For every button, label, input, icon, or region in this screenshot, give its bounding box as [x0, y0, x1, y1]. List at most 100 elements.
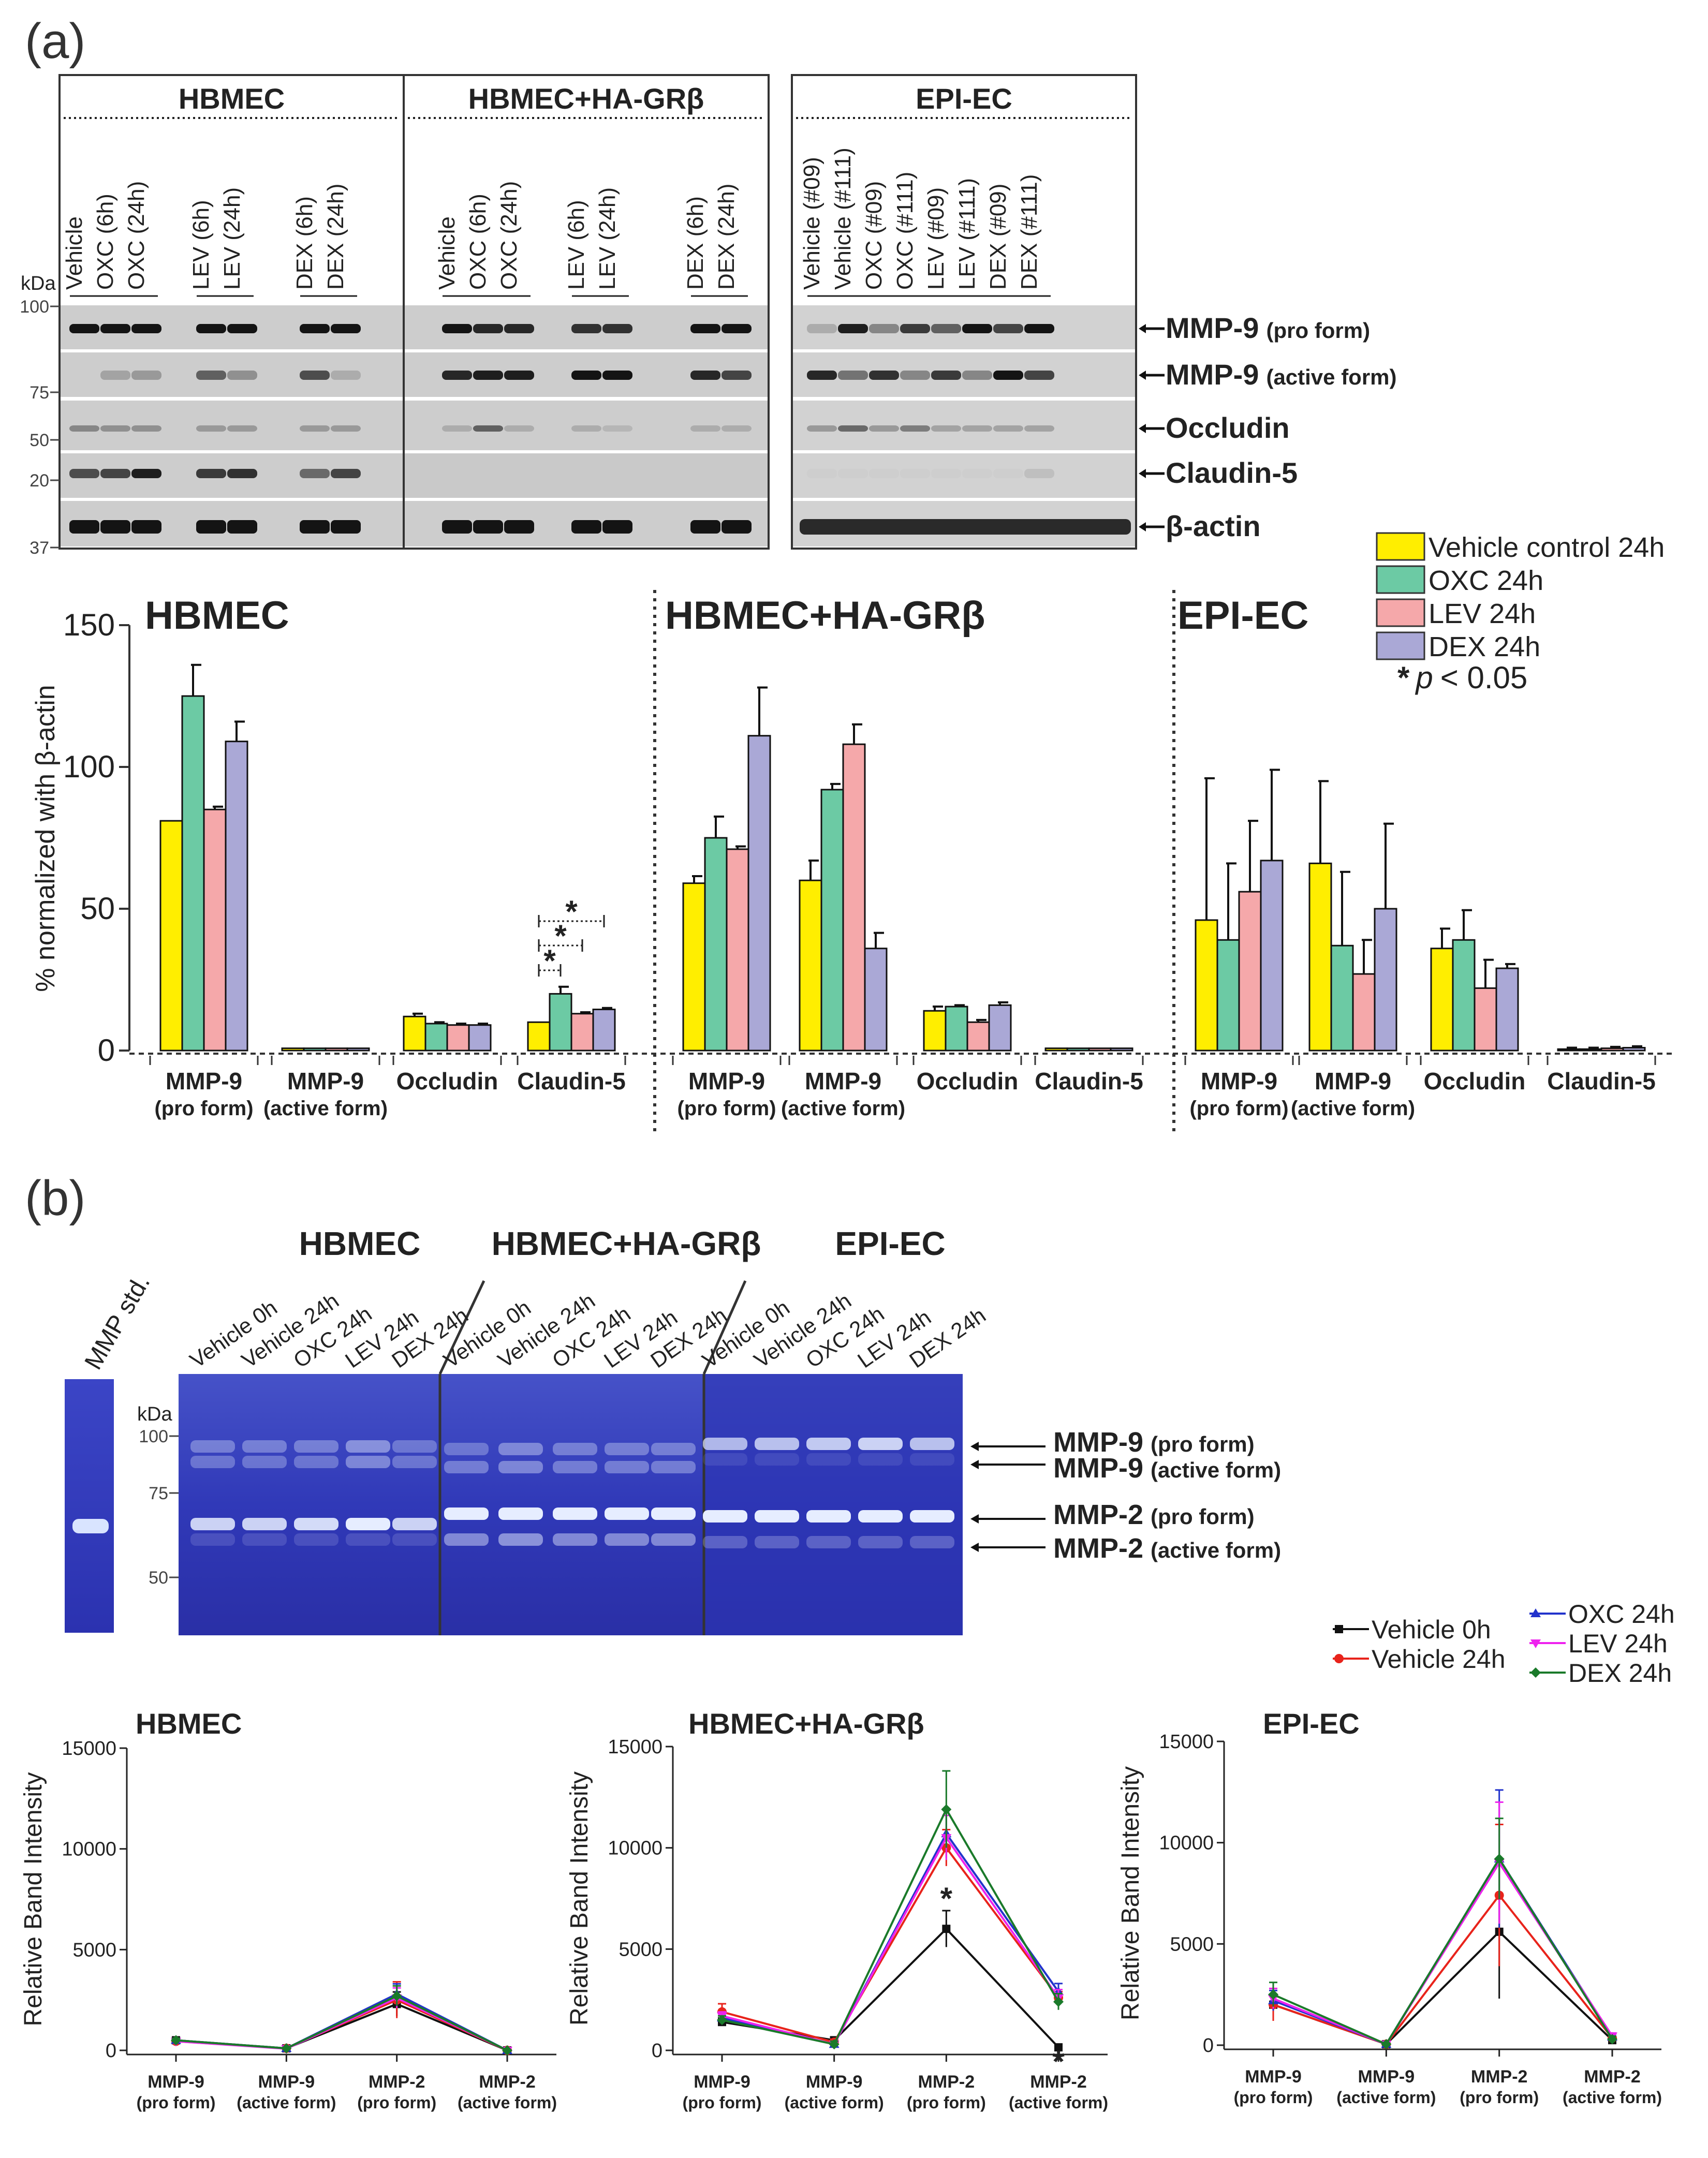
bar	[468, 1024, 492, 1052]
blot-band	[100, 425, 130, 432]
gel-band	[806, 1510, 851, 1523]
band-label-1: MMP-9 (pro form)	[1166, 312, 1370, 344]
gel-band	[190, 1440, 235, 1453]
blot-band	[869, 371, 899, 380]
gel-band	[553, 1461, 597, 1473]
blot-lane-label: OXC (6h)	[93, 194, 118, 290]
bar	[225, 741, 248, 1052]
bar	[1238, 891, 1262, 1052]
blot-lane-label: Vehicle	[434, 216, 460, 290]
blot-band	[690, 520, 720, 534]
band-label-5: β-actin	[1166, 510, 1261, 542]
gel-band	[651, 1533, 696, 1546]
blot-band	[931, 324, 961, 333]
blot-lane-label: LEV (#111)	[954, 178, 980, 290]
blot-band	[227, 371, 257, 380]
y-tick-label: 150	[63, 608, 115, 642]
blot-band	[131, 520, 161, 534]
kda-marker: 37	[30, 538, 49, 558]
bar	[346, 1047, 370, 1052]
line-point	[391, 1990, 402, 2001]
blot-frame	[403, 74, 770, 550]
line-y-tick-label: 10000	[62, 1839, 116, 1860]
line-x-label: MMP-2	[1584, 2067, 1641, 2087]
strip-separator	[61, 498, 403, 501]
line-x-label: MMP-2	[479, 2072, 536, 2092]
blot-lane-label: DEX (#09)	[985, 184, 1011, 290]
blot-lane-label: DEX (#111)	[1017, 174, 1042, 290]
strip-separator	[405, 498, 768, 501]
zymo-band-label: MMP-2 (active form)	[1053, 1533, 1281, 1564]
line-y-title: Relative Band Intensity	[20, 1772, 47, 2027]
bar	[549, 993, 572, 1052]
bar-group-title: EPI-EC	[1177, 594, 1308, 638]
blot-band	[442, 324, 472, 333]
blot-band	[869, 425, 899, 432]
category-label: Occludin	[396, 1068, 498, 1095]
blot-band	[807, 324, 837, 333]
line-sig-star: *	[940, 1881, 953, 1916]
blot-band	[690, 371, 720, 380]
line-y-tick-label: 0	[1203, 2035, 1214, 2057]
gel-band	[806, 1536, 851, 1548]
legend-label: OXC 24h	[1429, 565, 1543, 596]
line-y-tick-label: 10000	[608, 1838, 662, 1859]
blot-band	[838, 324, 868, 333]
blot-lane-label: DEX (24h)	[323, 184, 348, 290]
blot-band	[722, 520, 752, 534]
y-tick-label: 0	[98, 1033, 115, 1068]
line-legend-marker	[1530, 1608, 1541, 1617]
line-x-label: MMP-2	[369, 2072, 425, 2092]
blot-band	[993, 324, 1023, 333]
bar	[1088, 1047, 1112, 1052]
blot-band	[100, 324, 130, 333]
legend-swatch	[1376, 532, 1425, 561]
bar	[159, 820, 183, 1052]
blot-band	[442, 425, 472, 432]
blot-band	[602, 425, 632, 432]
std-band	[72, 1519, 109, 1533]
band-label-3: Occludin	[1166, 411, 1290, 444]
bar	[446, 1024, 470, 1052]
gel-band	[242, 1533, 287, 1546]
kda-marker: 75	[149, 1484, 168, 1503]
blot-band	[722, 425, 752, 432]
bar	[1474, 987, 1497, 1052]
line-chart-title: HBMEC+HA-GRβ	[688, 1707, 924, 1740]
category-sublabel: (active form)	[1291, 1097, 1415, 1120]
bar	[181, 695, 205, 1052]
bar	[527, 1021, 551, 1052]
blot-band	[131, 469, 161, 478]
legend-swatch	[1376, 598, 1425, 627]
blot-band	[602, 520, 632, 534]
gel-band	[190, 1533, 235, 1546]
sig-star: *	[543, 943, 556, 978]
gel-band	[498, 1443, 543, 1455]
category-label: Claudin-5	[1547, 1068, 1656, 1095]
blot-band	[331, 469, 361, 478]
line-point	[1053, 1997, 1064, 2007]
band-label-2: MMP-9 (active form)	[1166, 358, 1397, 391]
gel-band	[703, 1510, 747, 1523]
gel-band	[392, 1533, 437, 1546]
line-x-sublabel: (active form)	[785, 2093, 884, 2112]
category-label: MMP-9	[1201, 1068, 1277, 1095]
gel-band	[651, 1461, 696, 1473]
category-label: Occludin	[917, 1068, 1019, 1095]
bar	[403, 1015, 426, 1052]
panel-a-label: (a)	[25, 13, 85, 69]
blot-group-title: HBMEC	[179, 82, 285, 115]
blot-band	[473, 324, 503, 333]
line-y-tick-label: 5000	[1170, 1933, 1214, 1955]
gel-divider	[702, 1280, 747, 1375]
blot-frame	[791, 74, 1137, 550]
gel-band	[910, 1453, 954, 1466]
line-x-sublabel: (pro form)	[683, 2093, 762, 2112]
blot-band	[69, 520, 99, 534]
gel-band	[242, 1440, 287, 1453]
band-arrowhead	[970, 1543, 979, 1552]
legend-label: Vehicle control 24h	[1429, 532, 1665, 563]
line-legend-marker	[1334, 1654, 1344, 1663]
blot-band	[300, 520, 330, 534]
blot-band	[300, 324, 330, 333]
